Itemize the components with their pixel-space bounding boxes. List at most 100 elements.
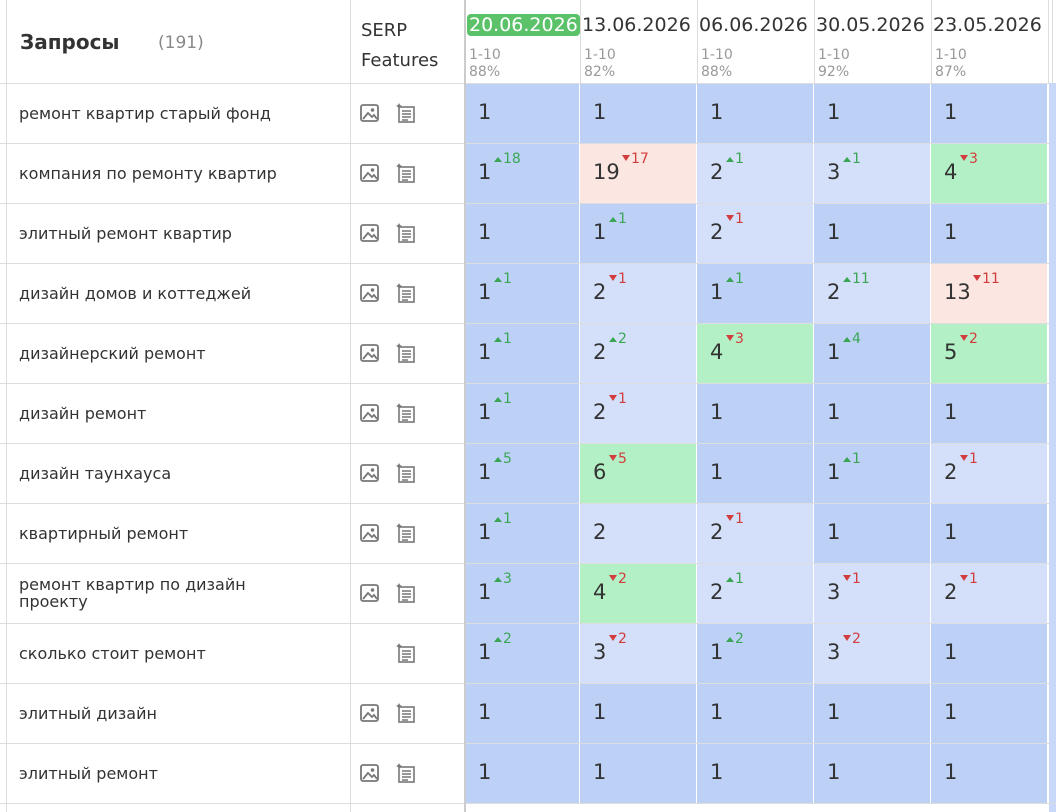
row-line: [0, 563, 1056, 564]
position: 1: [710, 640, 724, 664]
range: 1-10: [818, 47, 850, 63]
trend-arrow: [494, 637, 502, 642]
trend-arrow: [843, 337, 851, 342]
trend-arrow: [609, 337, 617, 342]
position: 1: [710, 280, 724, 304]
position-change: 1: [503, 271, 512, 287]
position-change: 1: [503, 331, 512, 347]
trend-arrow: [609, 395, 617, 401]
share: 88%: [469, 64, 501, 80]
position-change: 11: [982, 271, 1000, 287]
serp-icons: [359, 342, 439, 364]
position-change: 1: [503, 511, 512, 527]
serp-icon: [359, 102, 381, 128]
position: 3: [593, 640, 607, 664]
date-header[interactable]: 20.06.2026: [467, 14, 580, 36]
trend-arrow: [726, 215, 734, 221]
trend-arrow: [494, 517, 502, 522]
row-line: [0, 263, 1056, 264]
date-header[interactable]: 23.05.2026: [933, 14, 1042, 36]
trend-arrow: [843, 457, 851, 462]
row-line: [0, 383, 1056, 384]
serp-icon: [359, 162, 381, 188]
position-change: 1: [969, 571, 978, 587]
serp-icon: [359, 462, 381, 488]
trend-arrow: [494, 157, 502, 162]
position: 2: [710, 520, 724, 544]
serp-icon: [395, 522, 417, 548]
column-line: [931, 0, 932, 83]
trend-arrow: [609, 575, 617, 581]
date-header[interactable]: 06.06.2026: [699, 14, 808, 36]
date-header[interactable]: 30.05.2026: [816, 14, 925, 36]
share: 88%: [701, 64, 733, 80]
trend-arrow: [973, 275, 981, 281]
serp-icons: [359, 102, 439, 124]
position: 1: [827, 100, 841, 124]
column-line: [814, 0, 815, 83]
serp-icon: [359, 342, 381, 368]
query: ремонт квартир старый фонд: [19, 103, 271, 123]
trend-arrow: [494, 457, 502, 462]
position-cell: 1 18: [465, 143, 580, 203]
serp-header[interactable]: SERP Features: [361, 20, 439, 71]
position: 1: [710, 760, 724, 784]
position-change: 2: [735, 631, 744, 647]
position-cell: 1: [697, 683, 814, 743]
position: 3: [827, 580, 841, 604]
serp-icon: [395, 582, 417, 608]
position-change: 1: [618, 271, 627, 287]
serp-icon: [395, 222, 417, 248]
position-change: 2: [503, 631, 512, 647]
query: компания по ремонту квартир: [19, 163, 277, 183]
trend-arrow: [494, 277, 502, 282]
query: дизайн таунхауса: [19, 463, 172, 483]
position-cell: 13 11: [931, 263, 1048, 323]
position-change: 2: [852, 631, 861, 647]
serp-icons: [359, 282, 439, 304]
serp-icon: [395, 342, 417, 368]
position: 1: [710, 100, 724, 124]
date-header[interactable]: 13.06.2026: [582, 14, 691, 36]
range: 1-10: [469, 47, 501, 63]
position-cell: 19 17: [580, 143, 697, 203]
column-line: [697, 0, 698, 83]
query: дизайн ремонт: [19, 403, 147, 423]
position: 1: [478, 520, 492, 544]
partial-column: [1049, 83, 1056, 812]
position-cell: 1: [465, 683, 580, 743]
position-cell: 2 11: [814, 263, 931, 323]
share: 82%: [584, 64, 616, 80]
position-change: 5: [618, 451, 627, 467]
position-cell: 1: [814, 683, 931, 743]
position-change: 11: [852, 271, 870, 287]
position: 1: [478, 220, 492, 244]
serp-icon: [359, 522, 381, 548]
share: 92%: [818, 64, 850, 80]
position-change: 1: [735, 151, 744, 167]
position: 1: [478, 580, 492, 604]
row-line: [0, 83, 1056, 84]
query: ремонт квартир по дизайн проекту: [19, 575, 246, 611]
position: 2: [593, 400, 607, 424]
position-cell: 1: [814, 743, 931, 803]
position: 1: [827, 220, 841, 244]
serp-icons: [359, 522, 439, 544]
row-line: [0, 743, 1056, 744]
position: 1: [827, 340, 841, 364]
query: элитный ремонт квартир: [19, 223, 232, 243]
position-change: 1: [735, 571, 744, 587]
row-line: [0, 803, 1056, 804]
position-change: 17: [631, 151, 649, 167]
position: 1: [827, 760, 841, 784]
position: 1: [944, 220, 958, 244]
